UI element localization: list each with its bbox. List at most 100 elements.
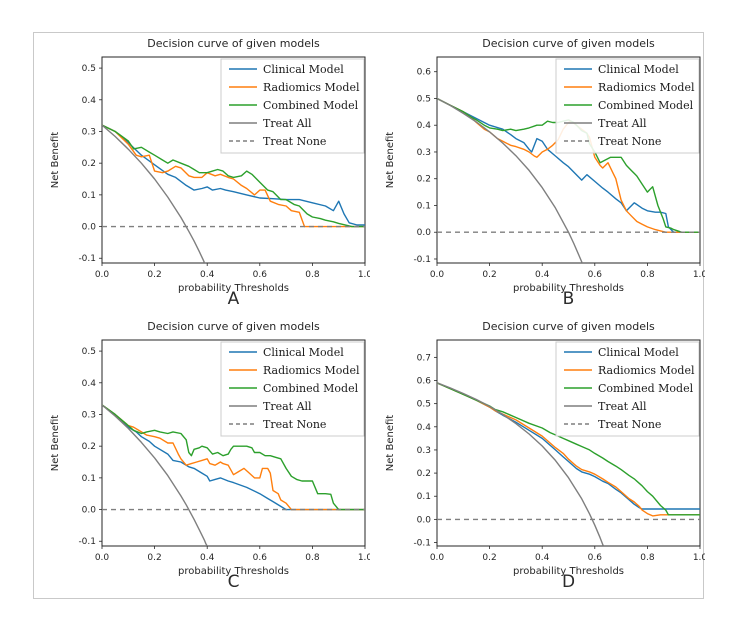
y-tick-label: 0.5 xyxy=(417,94,431,104)
axes-frame xyxy=(101,56,366,264)
x-tick-label: 1.0 xyxy=(358,553,370,563)
series-treat-all xyxy=(102,404,208,546)
series-treat-all xyxy=(437,382,605,546)
series-radiomics-model xyxy=(437,382,700,517)
y-tick-label: 0.2 xyxy=(417,469,431,479)
x-tick-label: 0.6 xyxy=(253,270,268,280)
panel-d: Decision curve of given models 0.0 0.2 0.4 0… xyxy=(369,316,705,600)
y-tick-label: 0.1 xyxy=(82,474,96,484)
panel-letter-a: A xyxy=(227,289,240,309)
x-tick-label: 0.0 xyxy=(430,270,445,280)
y-axis-label: Net Benefit xyxy=(385,415,396,472)
x-tick-label: 0.4 xyxy=(535,270,550,280)
legend-label-clinical-model: Clinical Model xyxy=(598,346,679,359)
legend-label-clinical-model: Clinical Model xyxy=(598,63,679,76)
series-clinical-model xyxy=(102,404,365,511)
panel-letter-d: D xyxy=(561,572,576,592)
legend-label-combined-model: Combined Model xyxy=(263,382,359,395)
legend-label-clinical-model: Clinical Model xyxy=(263,346,344,359)
decision-curve-chart-c: Decision curve of given models 0.0 0.2 0.4 0… xyxy=(50,320,370,577)
y-tick-label: 0.2 xyxy=(417,175,431,185)
x-tick-label: 0.6 xyxy=(588,270,603,280)
x-tick-label: 0.4 xyxy=(535,553,550,563)
series-lines xyxy=(437,382,700,546)
x-tick-label: 0.8 xyxy=(305,553,320,563)
y-tick-label: 0.6 xyxy=(417,377,432,387)
y-tick-label: 0.0 xyxy=(82,223,97,233)
y-tick-label: 0.2 xyxy=(82,442,96,452)
x-axis-label: probability Thresholds xyxy=(513,283,624,294)
figure-frame: Decision curve of given models 0.0 0.2 0.4 0… xyxy=(33,32,705,600)
axis-ticks: 0.0 0.2 0.4 0.6 0.8 1.0 -0.1 0.0 0.1 0.2 0.3 0.4 0.5 xyxy=(78,64,370,280)
legend-label-radiomics-model: Radiomics Model xyxy=(263,364,360,377)
y-tick-label: 0.5 xyxy=(82,347,96,357)
x-tick-label: 0.0 xyxy=(95,270,110,280)
panel-letter-b: B xyxy=(562,289,575,309)
series-radiomics-model xyxy=(102,404,365,511)
legend-box xyxy=(555,341,700,437)
series-treat-all xyxy=(102,124,206,263)
axis-ticks: 0.0 0.2 0.4 0.6 0.8 1.0 -0.1 0.0 0.1 0.2 0.3 0.4 0.5… xyxy=(413,353,705,563)
y-tick-label: -0.1 xyxy=(78,537,96,547)
legend-label-combined-model: Combined Model xyxy=(598,382,694,395)
panel-letter-c: C xyxy=(227,572,240,592)
series-clinical-model xyxy=(102,124,365,226)
axis-ticks: 0.0 0.2 0.4 0.6 0.8 1.0 -0.1 0.0 0.1 0.2 0.3 0.4 0.5… xyxy=(413,68,705,280)
legend-label-combined-model: Combined Model xyxy=(263,99,359,112)
x-tick-label: 0.2 xyxy=(147,270,161,280)
x-tick-label: 0.8 xyxy=(640,553,655,563)
panel-c: Decision curve of given models 0.0 0.2 0.4 0… xyxy=(34,316,370,600)
panel-b: Decision curve of given models 0.0 0.2 0.4 0… xyxy=(369,33,705,317)
y-tick-label: 0.6 xyxy=(417,68,432,78)
series-radiomics-model xyxy=(102,124,365,228)
series-lines xyxy=(102,404,365,546)
y-tick-label: 0.3 xyxy=(82,410,96,420)
x-tick-label: 0.0 xyxy=(430,553,445,563)
series-treat-all xyxy=(437,97,583,263)
y-tick-label: 0.0 xyxy=(417,228,432,238)
x-tick-label: 1.0 xyxy=(693,270,705,280)
series-combined-model xyxy=(102,404,365,511)
legend-label-combined-model: Combined Model xyxy=(598,99,694,112)
x-tick-label: 0.8 xyxy=(305,270,320,280)
legend-label-treat-none: Treat None xyxy=(598,418,661,431)
y-axis-label: Net Benefit xyxy=(385,132,396,189)
x-tick-label: 0.4 xyxy=(200,270,215,280)
y-tick-label: 0.3 xyxy=(417,148,431,158)
decision-curve-chart-b: Decision curve of given models 0.0 0.2 0.4 0… xyxy=(385,37,705,294)
legend-label-treat-all: Treat All xyxy=(598,400,647,413)
axes-frame xyxy=(436,56,701,264)
x-tick-label: 0.4 xyxy=(200,553,215,563)
legend-box xyxy=(220,341,365,437)
legend-label-radiomics-model: Radiomics Model xyxy=(598,81,695,94)
series-combined-model xyxy=(102,124,365,228)
x-axis-label: probability Thresholds xyxy=(178,283,289,294)
y-axis-label: Net Benefit xyxy=(50,415,61,472)
legend-box xyxy=(555,58,700,154)
y-tick-label: 0.3 xyxy=(417,446,431,456)
legend-box xyxy=(220,58,365,154)
y-tick-label: -0.1 xyxy=(78,254,96,264)
y-tick-label: 0.5 xyxy=(417,400,431,410)
x-tick-label: 0.0 xyxy=(95,553,110,563)
legend-label-treat-all: Treat All xyxy=(263,117,312,130)
x-tick-label: 0.6 xyxy=(253,553,268,563)
legend-label-treat-none: Treat None xyxy=(598,135,661,148)
y-tick-label: 0.5 xyxy=(82,64,96,74)
legend-label-treat-none: Treat None xyxy=(263,135,326,148)
panel-a: Decision curve of given models 0.0 0.2 0.4 0… xyxy=(34,33,370,317)
x-tick-label: 0.6 xyxy=(588,553,603,563)
chart-title: Decision curve of given models xyxy=(482,37,655,50)
axes-frame xyxy=(101,339,366,547)
y-tick-label: 0.1 xyxy=(82,191,96,201)
legend-label-treat-all: Treat All xyxy=(598,117,647,130)
chart-title: Decision curve of given models xyxy=(147,320,320,333)
y-tick-label: -0.1 xyxy=(413,255,431,265)
y-tick-label: 0.4 xyxy=(82,96,97,106)
legend-label-radiomics-model: Radiomics Model xyxy=(263,81,360,94)
decision-curve-chart-a: Decision curve of given models 0.0 0.2 0.4 0… xyxy=(50,37,370,294)
chart-title: Decision curve of given models xyxy=(147,37,320,50)
y-tick-label: 0.0 xyxy=(417,515,432,525)
y-tick-label: 0.4 xyxy=(417,121,432,131)
